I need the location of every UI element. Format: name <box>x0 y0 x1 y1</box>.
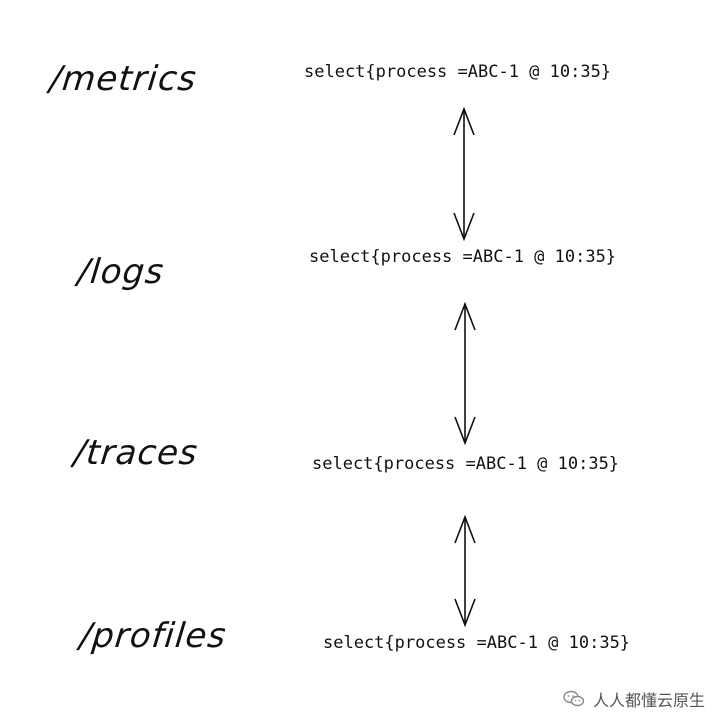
wechat-icon <box>563 690 585 708</box>
arrow-logs-traces <box>454 301 476 446</box>
signal-label-logs: /logs <box>75 252 167 292</box>
query-traces: select{process =ABC-1 @ 10:35} <box>312 454 620 474</box>
signal-label-metrics: /metrics <box>47 59 199 99</box>
signal-label-traces: /traces <box>71 433 201 473</box>
watermark-text: 人人都懂云原生 <box>592 691 705 710</box>
query-profiles: select{process =ABC-1 @ 10:35} <box>323 633 631 653</box>
arrow-traces-profiles <box>454 514 476 628</box>
watermark: 人人都懂云原生 <box>563 687 705 711</box>
arrow-metrics-logs <box>453 106 475 242</box>
signal-label-profiles: /profiles <box>77 616 229 656</box>
query-logs: select{process =ABC-1 @ 10:35} <box>309 247 617 267</box>
query-metrics: select{process =ABC-1 @ 10:35} <box>304 62 612 82</box>
